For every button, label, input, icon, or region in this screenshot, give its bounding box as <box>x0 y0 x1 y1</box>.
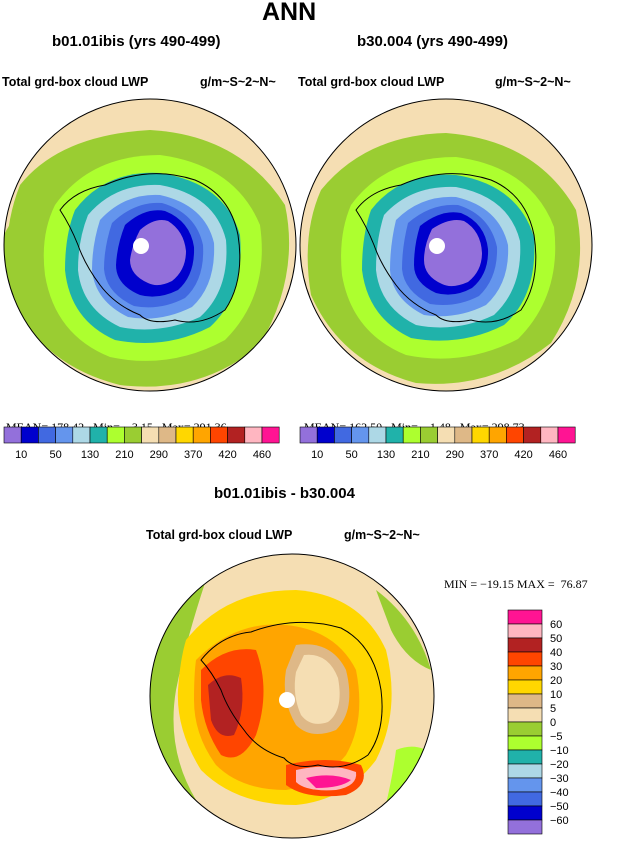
diff-colorbar-swatch <box>507 609 543 625</box>
panel1-colorbar-swatch <box>3 426 22 444</box>
diff-units-label: g/m~S~2~N~ <box>344 528 420 542</box>
panel1-colorbar-swatch <box>141 426 160 444</box>
diff-colorbar-tick-label: −5 <box>550 731 563 743</box>
panel2-colorbar-swatch <box>334 426 352 444</box>
panel1-colorbar-swatch <box>106 426 125 444</box>
diff-colorbar-tick-label: 20 <box>550 675 562 687</box>
diff-polar-map <box>149 553 435 839</box>
diff-colorbar-tick-label: 0 <box>550 717 556 729</box>
diff-variable-label: Total grd-box cloud LWP <box>146 528 293 542</box>
diff-title: b01.01ibis - b30.004 <box>214 485 355 502</box>
panel2-colorbar-swatch <box>557 426 576 444</box>
panel2-colorbar-tick-label: 290 <box>446 449 464 461</box>
panel2-colorbar-swatch <box>454 426 473 444</box>
diff-colorbar-tick-label: 5 <box>550 703 556 715</box>
diff-colorbar-swatch <box>507 623 543 639</box>
diff-colorbar-tick-label: 40 <box>550 647 562 659</box>
diff-colorbar-tick-label: −40 <box>550 787 569 799</box>
diff-colorbar-tick-label: −20 <box>550 759 569 771</box>
diff-colorbar-swatch <box>507 693 543 709</box>
diff-colorbar-tick-label: −60 <box>550 815 569 827</box>
diff-colorbar-swatch <box>507 805 543 821</box>
diff-colorbar-tick-label: −10 <box>550 745 569 757</box>
panel2-case-title: b30.004 (yrs 490-499) <box>357 33 508 50</box>
panel1-colorbar-swatch <box>158 426 177 444</box>
panel1-colorbar-tick-label: 10 <box>15 449 27 461</box>
panel1-polar-map <box>3 98 297 392</box>
diff-colorbar-swatch <box>507 777 543 793</box>
diff-colorbar-tick-label: 30 <box>550 661 562 673</box>
diff-colorbar-swatch <box>507 665 543 681</box>
panel2-colorbar-swatch <box>471 426 490 444</box>
diff-colorbar-tick-label: −50 <box>550 801 569 813</box>
panel2-colorbar-swatch <box>368 426 387 444</box>
panel1-colorbar-tick-label: 130 <box>81 449 99 461</box>
panel1-colorbar-swatch <box>38 426 56 444</box>
panel1-colorbar-tick-label: 370 <box>184 449 202 461</box>
panel1-colorbar-swatch <box>55 426 74 444</box>
panel1-colorbar-swatch <box>124 426 142 444</box>
panel1-colorbar-swatch <box>261 426 280 444</box>
panel1-colorbar-swatch <box>244 426 263 444</box>
panel2-polar-map <box>299 98 593 392</box>
panel2-colorbar-swatch <box>299 426 318 444</box>
panel2-colorbar-swatch <box>523 426 542 444</box>
panel2-colorbar-swatch <box>488 426 507 444</box>
diff-colorbar-swatch <box>507 637 543 653</box>
panel1-colorbar-swatch <box>72 426 91 444</box>
diff-colorbar-tick-label: 50 <box>550 633 562 645</box>
panel1-colorbar-swatch <box>89 426 108 444</box>
diff-colorbar-swatch <box>507 707 543 723</box>
panel1-colorbar-swatch <box>210 426 228 444</box>
diff-colorbar-swatch <box>507 763 543 779</box>
panel2-colorbar-tick-label: 420 <box>514 449 532 461</box>
panel2-colorbar-swatch <box>316 426 335 444</box>
panel1-units-label: g/m~S~2~N~ <box>200 75 276 89</box>
panel1-colorbar-tick-label: 460 <box>253 449 271 461</box>
panel2-variable-label: Total grd-box cloud LWP <box>298 75 445 89</box>
panel1-variable-label: Total grd-box cloud LWP <box>2 75 149 89</box>
page-title: ANN <box>262 0 317 26</box>
diff-colorbar-swatch <box>507 749 543 765</box>
panel1-colorbar-tick-label: 290 <box>150 449 168 461</box>
panel2-colorbar-swatch <box>540 426 559 444</box>
diff-colorbar-swatch <box>507 735 543 751</box>
diff-colorbar-swatch <box>507 651 543 667</box>
diff-colorbar-swatch <box>507 791 543 807</box>
diff-colorbar-tick-label: 60 <box>550 619 562 631</box>
panel1-colorbar-swatch <box>192 426 211 444</box>
panel2-colorbar-swatch <box>402 426 421 444</box>
panel1-colorbar: 10 50 130 210 290 370 420 460 <box>3 426 280 461</box>
diff-minmax: MIN = −19.15 MAX = 76.87 <box>444 577 588 591</box>
panel2-units-label: g/m~S~2~N~ <box>495 75 571 89</box>
diff-colorbar-tick-label: −30 <box>550 773 569 785</box>
panel2-colorbar-swatch <box>506 426 524 444</box>
diff-colorbar-tick-label: 10 <box>550 689 562 701</box>
panel2-colorbar-tick-label: 210 <box>411 449 429 461</box>
panel2-colorbar-swatch <box>351 426 370 444</box>
diff-colorbar-swatch <box>507 721 543 737</box>
panel2-colorbar-tick-label: 460 <box>549 449 567 461</box>
panel2-colorbar-swatch <box>420 426 438 444</box>
panel1-colorbar-swatch <box>20 426 39 444</box>
panel1-colorbar-swatch <box>175 426 194 444</box>
panel1-colorbar-tick-label: 50 <box>49 449 61 461</box>
panel2-colorbar-tick-label: 370 <box>480 449 498 461</box>
diff-colorbar-swatch <box>507 819 543 835</box>
panel2-colorbar: 10 50 130 210 290 370 420 460 <box>299 426 576 461</box>
panel2-colorbar-swatch <box>437 426 456 444</box>
panel2-colorbar-tick-label: 50 <box>345 449 357 461</box>
panel2-colorbar-tick-label: 10 <box>311 449 323 461</box>
panel1-colorbar-tick-label: 420 <box>218 449 236 461</box>
panel2-colorbar-tick-label: 130 <box>377 449 395 461</box>
panel1-case-title: b01.01ibis (yrs 490-499) <box>52 33 221 50</box>
panel2-colorbar-swatch <box>385 426 404 444</box>
panel1-colorbar-swatch <box>227 426 246 444</box>
panel1-colorbar-tick-label: 210 <box>115 449 133 461</box>
diff-colorbar-swatch <box>507 679 543 695</box>
